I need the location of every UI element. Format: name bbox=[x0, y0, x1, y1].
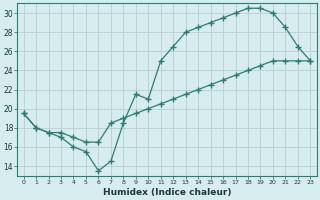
X-axis label: Humidex (Indice chaleur): Humidex (Indice chaleur) bbox=[103, 188, 231, 197]
